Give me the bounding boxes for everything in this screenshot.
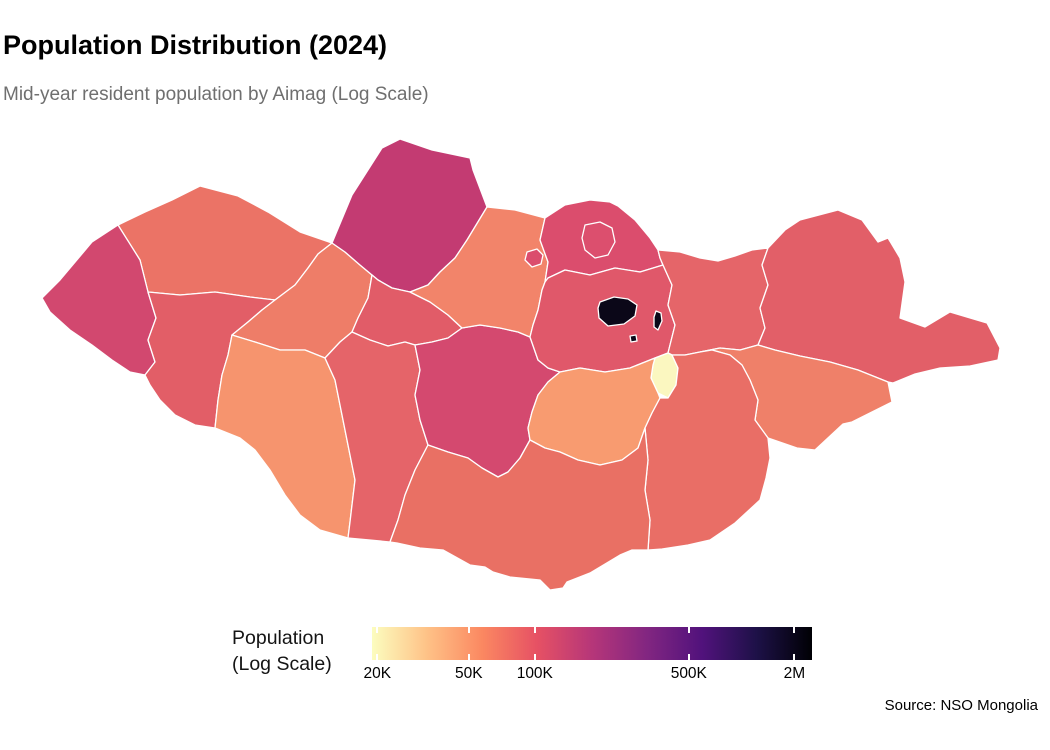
region-khentii <box>657 247 769 356</box>
legend-tick-mark <box>376 627 379 633</box>
region-ulaanbaatar <box>653 310 663 331</box>
region-darkhan-uul <box>581 221 616 259</box>
legend-tick-mark <box>687 627 690 633</box>
legend-gradient-bar <box>372 627 812 660</box>
legend-title-line1: Population <box>232 627 325 649</box>
region-omnogovi <box>389 427 651 591</box>
legend-tick-mark <box>533 654 536 660</box>
legend-tick-mark <box>687 654 690 660</box>
legend-tick-label: 50K <box>455 665 483 682</box>
legend-tick-mark <box>533 627 536 633</box>
chart-subtitle: Mid-year resident population by Aimag (L… <box>3 84 429 105</box>
region-orkhon <box>524 248 544 268</box>
legend-tick-labels: 20K 50K 100K 500K 2M <box>363 665 812 685</box>
legend-tick-mark <box>467 654 470 660</box>
legend-tick-mark <box>793 654 796 660</box>
source-note: Source: NSO Mongolia <box>884 697 1038 714</box>
legend-tick-label: 2M <box>783 665 806 682</box>
legend-tick-label: 20K <box>363 665 392 682</box>
legend-tick-mark <box>467 627 470 633</box>
legend-title-line2: (Log Scale) <box>232 653 332 675</box>
legend-title: Population (Log Scale) <box>232 625 332 677</box>
region-ulaanbaatar <box>629 334 638 343</box>
region-ulaanbaatar <box>597 296 638 327</box>
region-dornogovi <box>644 349 771 551</box>
legend-tick-mark <box>793 627 796 633</box>
legend-tick-label: 100K <box>516 665 553 682</box>
chart-title: Population Distribution (2024) <box>3 30 388 60</box>
region-dornod <box>757 209 1001 384</box>
legend-tick-label: 500K <box>670 665 707 682</box>
legend-tick-mark <box>376 654 379 660</box>
